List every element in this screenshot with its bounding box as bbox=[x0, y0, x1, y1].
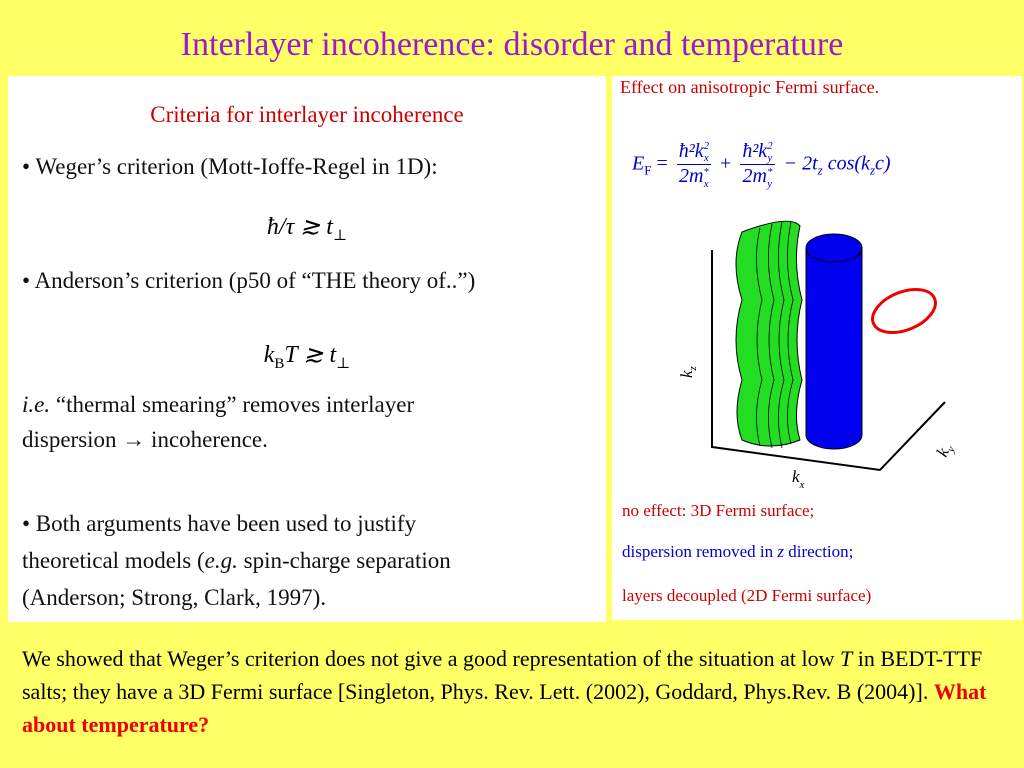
slide-title: Interlayer incoherence: disorder and tem… bbox=[180, 26, 844, 63]
f: = bbox=[656, 152, 668, 175]
f: x bbox=[703, 152, 709, 165]
f: 2m bbox=[742, 165, 767, 188]
label: k bbox=[677, 370, 696, 378]
left-heading: Criteria for interlayer incoherence bbox=[150, 102, 464, 127]
fraction: ħ²k 2 x 2m * x bbox=[676, 140, 712, 190]
formula-sub: ⊥ bbox=[332, 227, 348, 244]
formula-part: ħ/τ ≳ t bbox=[266, 214, 333, 240]
both-line-3: (Anderson; Strong, Clark, 1997). bbox=[22, 585, 327, 610]
label-sub: z bbox=[687, 365, 699, 371]
f: 2m bbox=[678, 165, 704, 188]
f: ħ²k bbox=[742, 140, 768, 162]
f: y bbox=[767, 177, 773, 190]
axes bbox=[711, 250, 946, 472]
smearing-line-2: dispersion → incoherence. bbox=[22, 427, 268, 452]
formula-sub: ⊥ bbox=[336, 355, 351, 372]
label-sub: y bbox=[944, 445, 957, 456]
f: z bbox=[869, 162, 875, 178]
fermi-formula: EF = ħ²k 2 x 2m * x + ħ²k 2 y 2m * y − 2tz cos(kzc… bbox=[632, 140, 891, 190]
label: k bbox=[792, 467, 800, 486]
blue-cylinder bbox=[805, 247, 863, 450]
text: z bbox=[777, 542, 784, 561]
fraction: ħ²k 2 y 2m * y bbox=[740, 140, 775, 190]
kz-label: kz bbox=[677, 365, 699, 378]
f: cos(k bbox=[822, 152, 870, 175]
eg: e.g. bbox=[204, 548, 238, 573]
f: c) bbox=[875, 152, 891, 175]
f: * bbox=[703, 165, 709, 178]
question: What about temperature? bbox=[22, 679, 987, 737]
weger-formula: ħ/τ ≳ t⊥ bbox=[8, 212, 606, 245]
footer-text: We showed that Weger’s criterion does no… bbox=[22, 642, 1012, 741]
f: E bbox=[632, 152, 645, 175]
f: z bbox=[817, 162, 823, 178]
f: x bbox=[703, 177, 709, 190]
formula-sub: B bbox=[274, 355, 285, 372]
f: + bbox=[720, 152, 732, 175]
right-heading: Effect on anisotropic Fermi surface. bbox=[620, 77, 880, 97]
f: * bbox=[766, 165, 773, 178]
anderson-formula: kBT ≳ t⊥ bbox=[8, 340, 606, 373]
text: direction; bbox=[783, 542, 854, 561]
kx-label: kx bbox=[792, 467, 805, 491]
cylinder-lines bbox=[756, 221, 794, 449]
ie: i.e. bbox=[22, 392, 51, 417]
both-line-2: theoretical models (e.g. spin-charge sep… bbox=[22, 548, 451, 574]
f: 2 bbox=[703, 140, 710, 153]
note-3: layers decoupled (2D Fermi surface) bbox=[622, 586, 872, 605]
text: T bbox=[840, 646, 853, 671]
anderson-text: • Anderson’s criterion (p50 of “THE theo… bbox=[22, 268, 476, 293]
text: We showed that Weger’s criterion does no… bbox=[22, 646, 840, 671]
f: 2 bbox=[767, 140, 773, 153]
text: dispersion removed in bbox=[622, 542, 778, 561]
formula-part: T ≳ t bbox=[284, 342, 337, 368]
text: “thermal smearing” removes interlayer bbox=[55, 392, 415, 417]
smearing-line: i.e. “thermal smearing” removes interlay… bbox=[22, 392, 414, 418]
note-2: dispersion removed in z direction; bbox=[622, 542, 853, 562]
text: spin-charge separation bbox=[237, 548, 451, 573]
f: − 2t bbox=[783, 152, 818, 175]
f: ħ²k bbox=[678, 140, 704, 162]
text: theoretical models ( bbox=[22, 548, 205, 573]
both-line-1: • Both arguments have been used to justi… bbox=[22, 511, 417, 536]
red-ring bbox=[871, 287, 937, 335]
label-sub: x bbox=[799, 479, 805, 491]
blue-cylinder-top bbox=[805, 233, 863, 263]
f: F bbox=[644, 162, 652, 178]
ky-label: ky bbox=[932, 440, 957, 461]
f: y bbox=[767, 152, 773, 165]
note-1: no effect: 3D Fermi surface; bbox=[622, 501, 815, 520]
weger-text: • Weger’s criterion (Mott-Ioffe-Regel in… bbox=[22, 154, 438, 179]
text: in BEDT-TTF salts; they have a 3D Fermi … bbox=[22, 646, 983, 704]
formula-part: k bbox=[263, 342, 275, 368]
left-panel bbox=[8, 76, 606, 622]
